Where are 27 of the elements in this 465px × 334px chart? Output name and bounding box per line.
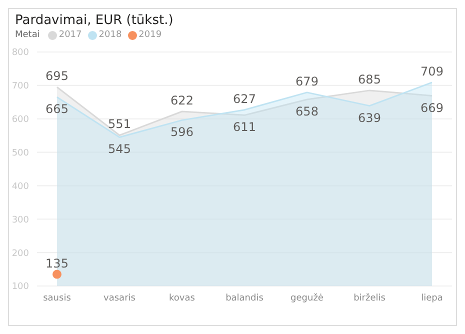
data-label: 551 [108,117,131,132]
legend-label: 2018 [98,30,122,40]
legend-title: Metai [15,30,40,40]
x-tick-label: liepa [421,293,443,304]
x-tick-label: gegužė [290,292,324,304]
data-label: 658 [296,104,318,118]
data-label: 709 [420,64,444,78]
data-label: 679 [296,74,318,88]
x-tick-label: kovas [169,293,196,304]
x-tick-label: birželis [354,292,386,304]
legend-label: 2019 [138,30,162,40]
data-label: 611 [233,120,256,134]
data-label: 639 [358,110,381,125]
chart-title: Pardavimai, EUR (tūkst.) [15,13,174,28]
x-tick-label: sausis [43,293,72,304]
data-label: 622 [170,94,194,108]
data-label: 695 [46,69,68,84]
x-tick-label: vasaris [104,293,136,304]
data-label: 665 [46,102,68,116]
data-label: 135 [46,256,68,270]
data-label: 627 [233,92,256,106]
x-tick-label: balandis [226,293,264,304]
legend-label: 2017 [58,30,82,40]
data-label: 596 [170,125,194,140]
data-label: 669 [420,100,444,115]
data-label: 545 [108,142,131,156]
data-label: 685 [358,72,381,86]
